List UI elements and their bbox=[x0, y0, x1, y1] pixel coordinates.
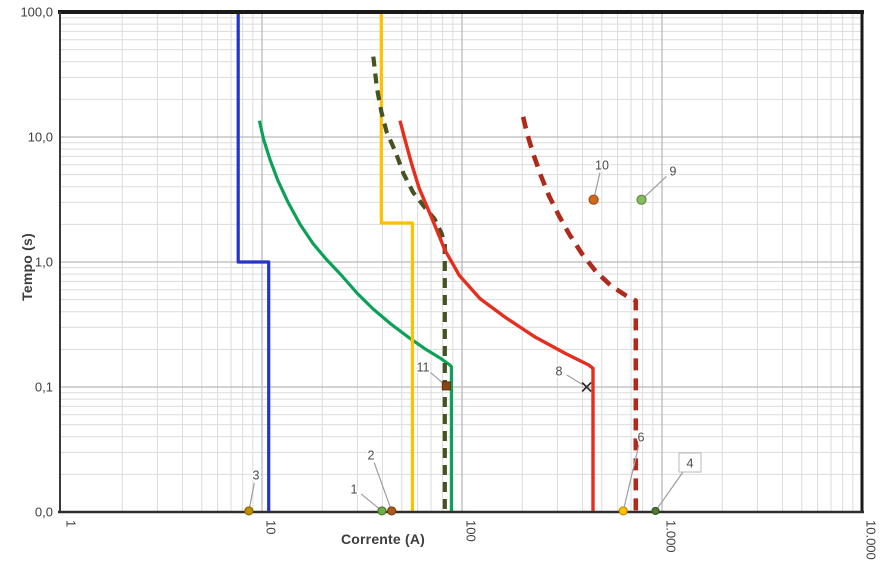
curve-fuse-green bbox=[257, 120, 453, 511]
leader-line-1 bbox=[360, 493, 380, 509]
leader-line-2 bbox=[373, 462, 391, 508]
callout-label-4: 4 bbox=[687, 457, 694, 471]
marker-3 bbox=[244, 506, 254, 516]
callout-label-6: 6 bbox=[638, 431, 645, 445]
curve-relay-darkred-dashed bbox=[520, 116, 639, 511]
callout-label-2: 2 bbox=[368, 449, 375, 463]
grid bbox=[60, 12, 862, 512]
marker-2 bbox=[387, 506, 397, 516]
marker-11 bbox=[441, 381, 451, 391]
marker-9 bbox=[636, 194, 647, 205]
leader-line-9 bbox=[644, 175, 667, 198]
y-tick-100,0: 100,0 bbox=[20, 5, 53, 20]
tick-labels: 100,0 10,0 1,0 0,1 0,0 1 10 100 1.000 10.000 bbox=[20, 5, 878, 560]
x-tick-1.000: 1.000 bbox=[664, 520, 679, 553]
callout-box-4 bbox=[678, 452, 702, 473]
x-tick-10: 10 bbox=[264, 520, 279, 534]
y-axis-title: Tempo (s) bbox=[19, 233, 35, 301]
curve-relay-red bbox=[398, 120, 595, 511]
curves bbox=[236, 12, 639, 511]
marker-4 bbox=[651, 506, 660, 516]
y-tick-0,1: 0,1 bbox=[35, 380, 53, 395]
callout-leaders bbox=[249, 172, 686, 509]
leader-line-10 bbox=[593, 172, 601, 196]
y-tick-1,0: 1,0 bbox=[35, 255, 53, 270]
markers bbox=[244, 194, 660, 516]
marker-10 bbox=[588, 194, 599, 205]
leader-line-4 bbox=[657, 469, 686, 509]
leader-line-8 bbox=[566, 374, 584, 386]
x-tick-100: 100 bbox=[464, 520, 479, 542]
curve-relay-blue bbox=[236, 12, 271, 511]
leader-line-3 bbox=[249, 482, 255, 508]
marker-1 bbox=[377, 506, 387, 516]
y-tick-10,0: 10,0 bbox=[28, 130, 53, 145]
curve-fuse-olive-dashed bbox=[371, 56, 447, 511]
callout-label-9: 9 bbox=[670, 165, 677, 179]
callout-label-11: 11 bbox=[417, 361, 430, 375]
callout-label-1: 1 bbox=[351, 483, 358, 497]
leader-line-11 bbox=[429, 371, 444, 384]
x-stroke bbox=[581, 381, 592, 393]
callout-label-10: 10 bbox=[595, 159, 609, 173]
curve-relay-yellow bbox=[379, 12, 414, 511]
callout-label-3: 3 bbox=[253, 469, 260, 483]
x-tick-1: 1 bbox=[64, 520, 79, 527]
x-tick-10.000: 10.000 bbox=[864, 520, 879, 560]
leader-line-6 bbox=[623, 444, 640, 508]
x-axis-title: Corrente (A) bbox=[340, 531, 426, 547]
callout-label-8: 8 bbox=[556, 365, 563, 379]
y-tick-0,0: 0,0 bbox=[35, 505, 53, 520]
marker-8 bbox=[581, 381, 592, 393]
marker-6 bbox=[618, 506, 628, 516]
callout-labels: 1 2 3 4 6 8 9 10 11 bbox=[251, 157, 702, 498]
plot-frame bbox=[58, 10, 864, 514]
